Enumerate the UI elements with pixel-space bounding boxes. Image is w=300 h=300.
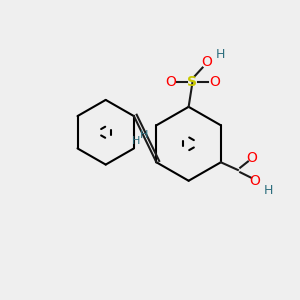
Text: O: O bbox=[250, 174, 260, 188]
Text: H: H bbox=[216, 48, 225, 61]
Text: O: O bbox=[246, 151, 257, 165]
Text: S: S bbox=[188, 75, 197, 89]
Text: O: O bbox=[201, 55, 212, 69]
Text: H: H bbox=[264, 184, 274, 196]
Text: O: O bbox=[165, 75, 176, 89]
Text: O: O bbox=[209, 75, 220, 89]
Text: H: H bbox=[140, 130, 148, 140]
Text: H: H bbox=[131, 136, 140, 146]
